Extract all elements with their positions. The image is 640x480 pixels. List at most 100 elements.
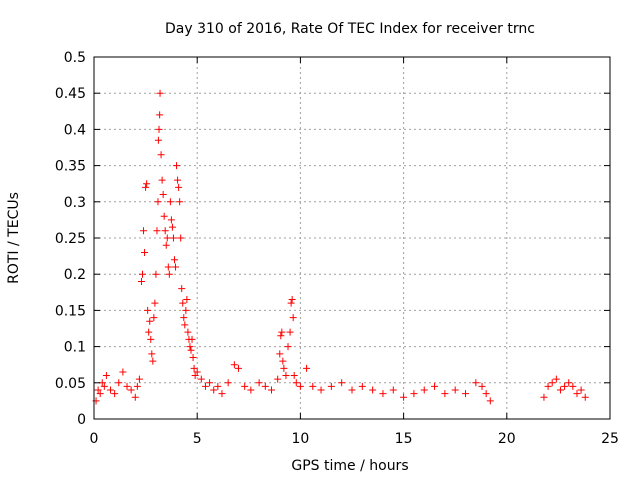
data-point (556, 386, 564, 394)
data-point (147, 335, 155, 343)
data-point (193, 368, 201, 376)
data-point (139, 270, 147, 278)
data-point (191, 372, 199, 380)
data-point (247, 386, 255, 394)
x-tick-label: 10 (291, 431, 309, 447)
data-point (327, 382, 335, 390)
data-point (358, 382, 366, 390)
data-point (165, 270, 173, 278)
data-point (176, 198, 184, 206)
data-point (230, 361, 238, 369)
data-point (115, 379, 123, 387)
data-point (400, 393, 408, 401)
y-tick-label: 0.05 (55, 376, 86, 392)
data-point (173, 162, 181, 170)
data-point (369, 386, 377, 394)
data-point (152, 270, 160, 278)
data-point (133, 382, 141, 390)
data-point (143, 180, 151, 188)
y-tick-label: 0.35 (55, 159, 86, 175)
data-point (154, 136, 162, 144)
data-point (148, 350, 156, 358)
data-point (206, 379, 214, 387)
data-point (274, 375, 282, 383)
data-point (153, 227, 161, 235)
data-point (569, 382, 577, 390)
data-point (389, 386, 397, 394)
data-point (102, 372, 110, 380)
data-point (107, 386, 115, 394)
data-point (156, 89, 164, 97)
data-point (255, 379, 263, 387)
data-point (184, 328, 192, 336)
data-point (431, 382, 439, 390)
data-point (279, 357, 287, 365)
data-point (544, 382, 552, 390)
data-point (188, 335, 196, 343)
data-point (131, 393, 139, 401)
y-tick-label: 0.4 (64, 122, 86, 138)
y-tick-label: 0.45 (55, 86, 86, 102)
data-point (268, 386, 276, 394)
data-point (170, 256, 178, 264)
data-point (137, 277, 145, 285)
data-point (160, 212, 168, 220)
y-tick-label: 0.5 (64, 50, 86, 66)
data-point (441, 390, 449, 398)
data-point (144, 306, 152, 314)
data-point (462, 390, 470, 398)
data-point (292, 379, 300, 387)
data-point (141, 248, 149, 256)
data-point (241, 382, 249, 390)
data-point (177, 234, 185, 242)
data-point (309, 382, 317, 390)
data-point (163, 234, 171, 242)
data-point (581, 393, 589, 401)
x-tick-label: 15 (395, 431, 413, 447)
data-point (158, 176, 166, 184)
data-point (175, 183, 183, 191)
x-tick-label: 5 (193, 431, 202, 447)
data-point (278, 328, 286, 336)
data-point (317, 386, 325, 394)
y-tick-label: 0.1 (64, 340, 86, 356)
data-point (162, 241, 170, 249)
x-tick-label: 25 (601, 431, 619, 447)
data-point (420, 386, 428, 394)
data-point (280, 364, 288, 372)
data-point (303, 364, 311, 372)
data-point (180, 314, 188, 322)
data-point (276, 350, 284, 358)
data-point (127, 386, 135, 394)
data-point (123, 382, 131, 390)
data-point (172, 263, 180, 271)
data-point (146, 317, 154, 325)
data-point (218, 390, 226, 398)
data-point (472, 379, 480, 387)
data-point (155, 125, 163, 133)
data-point (214, 382, 222, 390)
data-point (561, 382, 569, 390)
data-point (183, 296, 191, 304)
axis-ticks: 0 0.05 0.1 0.15 0.2 0.25 0.3 0.35 0.4 0.45 0.5 0 5 10… (55, 50, 619, 447)
data-point (287, 299, 295, 307)
data-point (181, 321, 189, 329)
data-point (111, 390, 119, 398)
data-point (482, 390, 490, 398)
y-axis-label: ROTI / TECUs (6, 192, 22, 284)
data-point (573, 390, 581, 398)
data-point (179, 299, 187, 307)
data-point (284, 343, 292, 351)
data-point (261, 382, 269, 390)
data-point (277, 332, 285, 340)
data-point (478, 382, 486, 390)
data-point (379, 390, 387, 398)
data-point (150, 314, 158, 322)
data-point (157, 151, 165, 159)
y-tick-label: 0.3 (64, 195, 86, 211)
data-point (189, 353, 197, 361)
data-point (140, 227, 148, 235)
data-point (201, 382, 209, 390)
data-point (296, 382, 304, 390)
